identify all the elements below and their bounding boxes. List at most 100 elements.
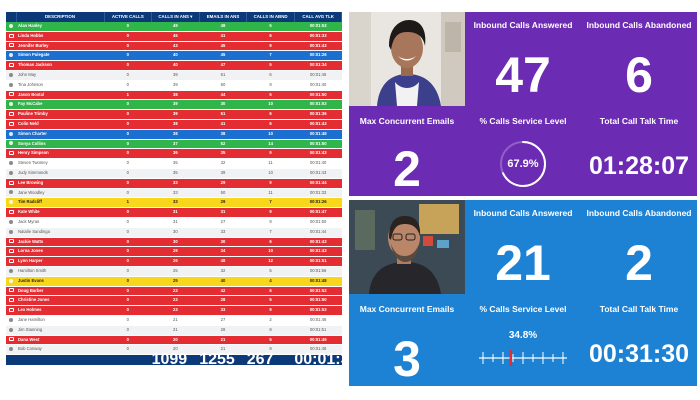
- active-calls-cell: 0: [104, 207, 152, 218]
- table-row[interactable]: Alan Hanley 0 49 49 5 00:01:53: [6, 22, 342, 32]
- agent-name: Simon Charter: [16, 129, 104, 140]
- row-status-cell: [6, 256, 16, 267]
- calls-in-ans-cell: 43: [151, 41, 200, 52]
- table-row[interactable]: Jack Myras 0 31 27 9 00:01:50: [6, 217, 342, 228]
- table-totals-row: 1099 1255 267 00:01:36: [6, 351, 342, 369]
- table-row[interactable]: Bob Conway 0 20 21 9 00:01:48: [6, 344, 342, 356]
- table-row[interactable]: Justin Evans 0 25 40 4 00:01:48: [6, 276, 342, 287]
- row-status-cell: [6, 217, 16, 228]
- email-icon: [8, 249, 14, 254]
- row-status-cell: [6, 305, 16, 316]
- call-avg-tlk-cell: 00:01:43: [294, 168, 342, 179]
- calls-in-abnd-cell: 9: [246, 344, 295, 356]
- user-icon: [9, 219, 13, 224]
- row-status-cell: [6, 335, 16, 346]
- calls-in-abnd-cell: 2: [246, 315, 295, 326]
- totals-calls-in-ans: 1099: [151, 351, 188, 369]
- column-header-sort[interactable]: [6, 12, 17, 22]
- active-calls-cell: 0: [104, 139, 152, 150]
- totals-calls-in-abnd: 267: [246, 351, 274, 369]
- column-header-active-calls[interactable]: ACTIVE CALLS: [104, 12, 153, 22]
- table-row[interactable]: Hamilton Smith 0 25 32 5 00:01:56: [6, 266, 342, 277]
- table-row[interactable]: Steven Twomey 0 35 32 11 00:01:40: [6, 158, 342, 169]
- emails-in-ans-cell: 35: [199, 148, 247, 160]
- calls-in-ans-cell: 35: [151, 158, 200, 169]
- calls-in-ans-cell: 38: [151, 119, 200, 130]
- totals-emails-in-ans: 1255: [199, 351, 235, 369]
- table-row[interactable]: Simon Pulegate 0 40 45 7 00:01:26: [6, 50, 342, 62]
- calls-in-abnd-cell: 10: [246, 99, 295, 111]
- user-icon: [9, 229, 13, 234]
- table-row[interactable]: Kate White 0 31 31 9 00:01:47: [6, 207, 342, 218]
- call-avg-tlk-cell: 00:01:51: [294, 325, 342, 336]
- active-calls-cell: 0: [104, 227, 152, 238]
- calls-in-abnd-cell: 7: [246, 50, 295, 62]
- table-row[interactable]: Linda Hobbs 0 45 41 6 00:01:33: [6, 31, 342, 42]
- max-concurrent-emails-title: Max Concurrent Emails: [359, 304, 455, 314]
- call-avg-tlk-cell: 00:01:45: [294, 70, 342, 81]
- agent-name: Steven Twomey: [16, 158, 104, 169]
- table-row[interactable]: Lee Browing 0 33 29 9 00:01:44: [6, 178, 342, 189]
- call-avg-tlk-cell: 00:01:53: [294, 22, 342, 32]
- table-row[interactable]: Doug Barber 0 23 42 6 00:01:52: [6, 286, 342, 297]
- inbound-calls-abandoned-title: Inbound Calls Abandoned: [586, 20, 692, 30]
- agent-name: Justin Evans: [16, 276, 104, 287]
- table-row[interactable]: Simon Charter 0 38 38 10 00:01:48: [6, 129, 342, 140]
- table-row[interactable]: Jane Woodley 0 33 50 11 00:01:33: [6, 188, 342, 199]
- table-row[interactable]: Natalie Sandinga 0 30 33 7 00:01:44: [6, 227, 342, 238]
- emails-in-ans-cell: 34: [199, 246, 247, 258]
- table-row[interactable]: Christine Jones 0 23 28 5 00:01:50: [6, 295, 342, 307]
- row-status-cell: [6, 148, 16, 160]
- column-header-call-avg-tlk[interactable]: CALL AVG TLK: [294, 12, 342, 22]
- table-row[interactable]: Lorna Jones 0 29 34 10 00:01:43: [6, 246, 342, 258]
- calls-in-ans-cell: 20: [151, 335, 200, 346]
- column-header-description[interactable]: DESCRIPTION: [16, 12, 105, 22]
- table-row[interactable]: Lynn Harper 0 26 48 12 00:01:51: [6, 256, 342, 267]
- table-row[interactable]: Fay McCabe 0 39 30 10 00:01:53: [6, 99, 342, 111]
- table-row[interactable]: Pauline Trimby 0 39 51 6 00:01:36: [6, 109, 342, 120]
- emails-in-ans-cell: 42: [199, 286, 247, 297]
- table-row[interactable]: Dana West 0 20 21 5 00:01:49: [6, 335, 342, 346]
- table-row[interactable]: Henry Simpson 0 36 35 9 00:01:43: [6, 148, 342, 160]
- table-row[interactable]: Sonya Collins 0 37 52 14 00:01:50: [6, 139, 342, 150]
- call-avg-tlk-cell: 00:01:33: [294, 31, 342, 42]
- table-row[interactable]: Jim Stanning 0 21 28 8 00:01:51: [6, 325, 342, 336]
- table-row[interactable]: Colin Neld 0 38 41 6 00:01:43: [6, 119, 342, 130]
- table-row[interactable]: Judy Simmonds 0 35 39 10 00:01:43: [6, 168, 342, 179]
- user-icon: [9, 170, 13, 175]
- calls-in-ans-cell: 45: [151, 31, 200, 42]
- table-row[interactable]: Jackie Watts 0 30 30 6 00:01:43: [6, 237, 342, 248]
- active-calls-cell: 0: [104, 119, 152, 130]
- table-row[interactable]: Lex Holmes 0 23 33 9 00:01:53: [6, 305, 342, 316]
- emails-in-ans-cell: 29: [199, 197, 247, 209]
- row-status-cell: [6, 325, 16, 336]
- table-row[interactable]: Jason Bostal 1 38 44 5 00:01:50: [6, 90, 342, 101]
- column-header-calls-in-abnd[interactable]: CALLS IN ABND: [246, 12, 295, 22]
- table-row[interactable]: Jane Hamilton 0 21 27 2 00:01:46: [6, 315, 342, 326]
- emails-in-ans-cell: 30: [199, 237, 247, 248]
- calls-in-abnd-cell: 7: [246, 227, 295, 238]
- agent-name: Doug Barber: [16, 286, 104, 297]
- emails-in-ans-cell: 31: [199, 207, 247, 218]
- row-status-cell: [6, 207, 16, 218]
- calls-in-abnd-cell: 10: [246, 246, 295, 258]
- column-header-calls-in-ans[interactable]: CALLS IN ANS ▾: [151, 12, 200, 22]
- agent-name: Jim Stanning: [16, 325, 104, 336]
- column-header-emails-in-ans[interactable]: EMAILS IN ANS: [199, 12, 248, 22]
- table-row[interactable]: Tim Radcliff 1 33 29 7 00:01:26: [6, 197, 342, 209]
- table-row[interactable]: Thomas Jackson 0 40 47 5 00:01:34: [6, 60, 342, 71]
- active-calls-cell: 0: [104, 188, 152, 199]
- active-calls-cell: 0: [104, 178, 152, 189]
- table-row[interactable]: John May 0 39 61 6 00:01:45: [6, 70, 342, 81]
- row-status-cell: [6, 188, 16, 199]
- call-avg-tlk-cell: 00:01:43: [294, 246, 342, 258]
- inbound-calls-answered-title: Inbound Calls Answered: [473, 20, 573, 30]
- table-row[interactable]: Jennifer Burley 0 43 45 9 00:01:43: [6, 41, 342, 52]
- user-icon: [9, 347, 13, 352]
- active-calls-cell: 0: [104, 109, 152, 120]
- user-icon: [9, 161, 13, 166]
- email-icon: [8, 180, 14, 185]
- emails-in-ans-cell: 52: [199, 139, 247, 150]
- table-row[interactable]: Tina Johnson 0 39 60 9 00:01:40: [6, 80, 342, 91]
- calls-in-ans-cell: 25: [151, 266, 200, 277]
